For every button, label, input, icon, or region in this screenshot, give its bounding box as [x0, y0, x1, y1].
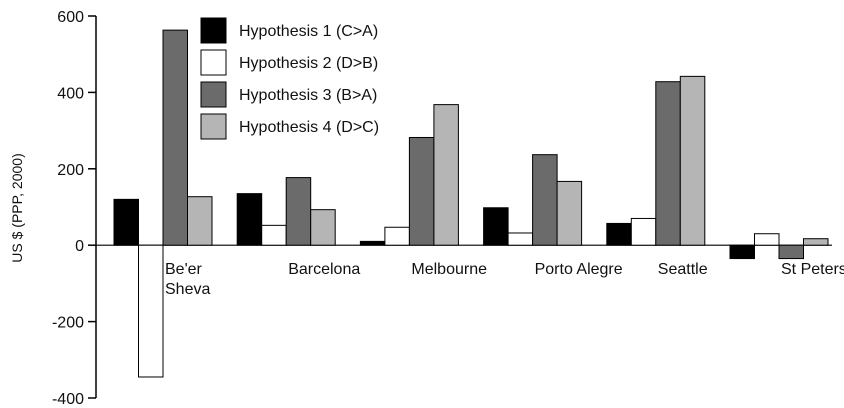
bar-1-st-petersburg [729, 244, 755, 260]
bar-4-barcelona [310, 209, 336, 246]
bar-4-seattle [679, 75, 706, 246]
y-tick-label: 200 [57, 162, 84, 179]
category-label: Be'er [165, 261, 203, 278]
category-label: Melbourne [411, 261, 487, 278]
legend-label-3: Hypothesis 3 (B>A) [239, 87, 377, 104]
category-label: St Petersburg [781, 261, 844, 278]
y-axis-label: US $ (PPP, 2000) [9, 153, 25, 262]
y-tick-label: -200 [52, 315, 84, 332]
legend-label-2: Hypothesis 2 (D>B) [239, 55, 378, 72]
bar-4-be-er-sheva [187, 196, 213, 246]
bar-4-st-petersburg [803, 238, 829, 246]
bar-3-porto-alegre [532, 154, 558, 246]
legend-label-4: Hypothesis 4 (D>C) [239, 119, 379, 136]
bar-4-melbourne [433, 104, 459, 246]
bar-2-be-er-sheva [138, 244, 164, 378]
bar-3-be-er-sheva [162, 29, 188, 246]
bar-2-seattle [630, 217, 657, 246]
bar-2-st-petersburg [754, 233, 780, 246]
legend-label-1: Hypothesis 1 (C>A) [239, 23, 378, 40]
y-tick-label: 400 [57, 85, 84, 102]
category-label: Sheva [165, 281, 210, 298]
y-tick-label: 0 [75, 238, 84, 255]
category-label: Porto Alegre [535, 261, 623, 278]
legend-swatch-1 [200, 17, 227, 44]
bar-3-barcelona [285, 177, 312, 246]
bar-1-barcelona [236, 193, 263, 246]
bar-1-porto-alegre [483, 207, 509, 246]
y-tick-label: -400 [52, 391, 84, 408]
bar-2-melbourne [384, 226, 410, 246]
bar-1-seattle [606, 222, 632, 246]
bar-1-melbourne [359, 240, 386, 246]
category-label: Barcelona [288, 261, 360, 278]
bar-3-melbourne [408, 136, 435, 246]
bar-3-seattle [655, 81, 681, 246]
legend-swatch-2 [200, 49, 227, 76]
category-label: Seattle [658, 261, 708, 278]
legend-swatch-3 [200, 81, 227, 108]
bar-3-st-petersburg [778, 244, 804, 260]
y-tick-label: 600 [57, 9, 84, 26]
bar-1-be-er-sheva [113, 198, 139, 246]
legend-swatch-4 [200, 113, 227, 140]
bar-2-porto-alegre [507, 232, 534, 246]
bar-2-barcelona [261, 224, 287, 246]
bar-4-porto-alegre [556, 180, 583, 246]
